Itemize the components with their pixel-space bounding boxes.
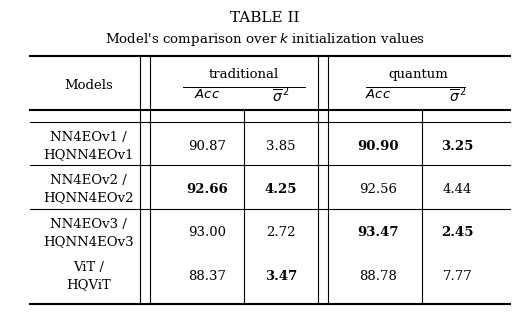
Text: $\overline{Acc}$: $\overline{Acc}$ — [194, 87, 220, 103]
Text: 4.44: 4.44 — [443, 183, 472, 196]
Text: NN4EOv1 /
HQNN4EOv1: NN4EOv1 / HQNN4EOv1 — [43, 131, 134, 161]
Text: 90.90: 90.90 — [358, 140, 399, 153]
Text: 93.00: 93.00 — [188, 226, 226, 239]
Text: 2.45: 2.45 — [441, 226, 474, 239]
Text: NN4EOv3 /
HQNN4EOv3: NN4EOv3 / HQNN4EOv3 — [43, 218, 134, 248]
Text: ViT /
HQViT: ViT / HQViT — [66, 261, 111, 291]
Text: 88.78: 88.78 — [359, 270, 398, 283]
Text: 3.47: 3.47 — [264, 270, 297, 283]
Text: traditional: traditional — [209, 68, 279, 81]
Text: 93.47: 93.47 — [358, 226, 399, 239]
Text: 88.37: 88.37 — [188, 270, 226, 283]
Text: 3.25: 3.25 — [441, 140, 474, 153]
Text: Models: Models — [64, 79, 113, 92]
Text: 7.77: 7.77 — [443, 270, 472, 283]
Text: $\overline{\sigma}^{\,2}$: $\overline{\sigma}^{\,2}$ — [272, 85, 290, 105]
Text: quantum: quantum — [388, 68, 448, 81]
Text: 90.87: 90.87 — [188, 140, 226, 153]
Text: NN4EOv2 /
HQNN4EOv2: NN4EOv2 / HQNN4EOv2 — [43, 174, 134, 204]
Text: $\overline{Acc}$: $\overline{Acc}$ — [365, 87, 392, 103]
Text: 92.56: 92.56 — [359, 183, 398, 196]
Text: Model's comparison over $k$ initialization values: Model's comparison over $k$ initializati… — [105, 31, 425, 48]
Text: 4.25: 4.25 — [264, 183, 297, 196]
Text: TABLE II: TABLE II — [230, 11, 300, 25]
Text: 2.72: 2.72 — [266, 226, 296, 239]
Text: 92.66: 92.66 — [186, 183, 228, 196]
Text: $\overline{\sigma}^{\,2}$: $\overline{\sigma}^{\,2}$ — [448, 85, 466, 105]
Text: 3.85: 3.85 — [266, 140, 296, 153]
